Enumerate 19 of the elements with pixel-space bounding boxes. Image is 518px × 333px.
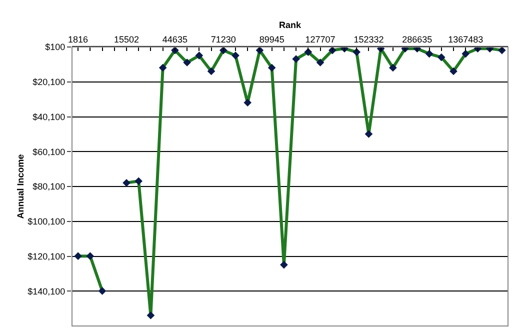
y-tick-label: $80,100 bbox=[32, 182, 66, 192]
y-tick-label: $100,100 bbox=[28, 216, 66, 227]
x-tick-label: 286635 bbox=[402, 34, 432, 44]
y-tick-label: $20,100 bbox=[32, 77, 66, 88]
x-tick-label: 89945 bbox=[259, 34, 284, 44]
y-tick-label: $60,100 bbox=[32, 146, 66, 157]
x-axis-title: Rank bbox=[278, 20, 302, 30]
x-tick-label: 44635 bbox=[162, 34, 188, 44]
y-tick-label: $120,100 bbox=[28, 251, 66, 262]
x-tick-label: 127707 bbox=[305, 34, 336, 44]
x-tick-label: 71230 bbox=[210, 34, 236, 44]
y-tick-label: $140,100 bbox=[28, 286, 66, 296]
y-tick-label: $40,100 bbox=[32, 112, 66, 122]
x-tick-label: 15502 bbox=[114, 34, 140, 44]
x-tick-label: 1816 bbox=[68, 34, 88, 44]
x-tick-label: 152332 bbox=[354, 34, 384, 44]
y-axis-title: Annual Income bbox=[16, 154, 26, 219]
y-tick-label: $100 bbox=[45, 42, 66, 52]
x-tick-label: 1367483 bbox=[448, 34, 484, 44]
